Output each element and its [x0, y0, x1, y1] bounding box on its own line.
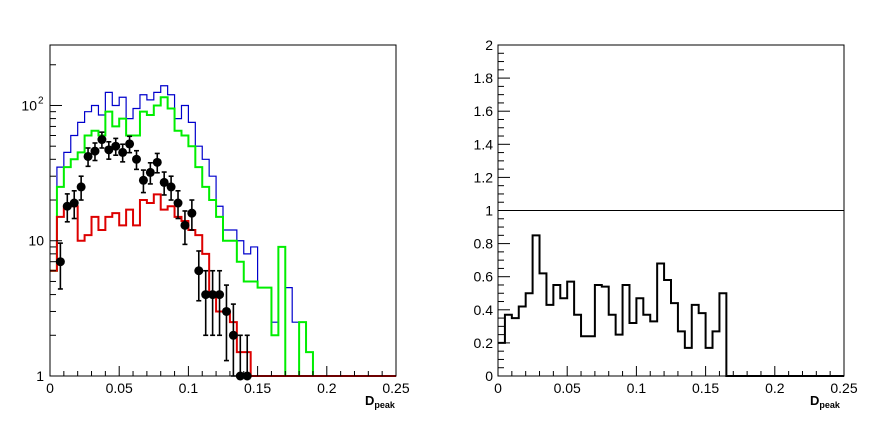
right-y-tick-label: 1.6 [474, 103, 494, 119]
right-y-tick-label: 1.4 [474, 136, 494, 152]
left-x-tick-label: 0.1 [179, 380, 199, 396]
left-x-tick-label: 0.05 [106, 380, 133, 396]
left-data-point [166, 182, 176, 192]
left-series-green-line [50, 96, 396, 377]
right-y-tick-label: 0.2 [474, 335, 494, 351]
left-data-point [62, 201, 72, 211]
right-x-axis-label-main: D [810, 393, 819, 408]
right-x-axis: 0 0.05 0.1 0.15 0.2 0.25 [494, 366, 858, 396]
left-data-point [208, 290, 218, 300]
right-x-tick-label: 0.1 [627, 380, 647, 396]
left-data-point [55, 257, 65, 267]
left-data-point [180, 220, 190, 230]
left-data-point [194, 266, 204, 276]
left-data-point [111, 141, 121, 151]
left-data-point [215, 290, 225, 300]
left-plot-frame [49, 44, 397, 377]
left-x-axis-label: Dpeak [365, 393, 396, 410]
right-y-tick-label: 1.2 [474, 169, 494, 185]
right-x-tick-label: 0.05 [554, 380, 581, 396]
right-y-tick-label: 1 [485, 203, 493, 219]
right-y-axis: 0 0.2 0.4 0.6 0.8 1 1.2 1.4 1.6 1.8 2 [474, 37, 510, 384]
right-x-axis-label: Dpeak [810, 393, 841, 410]
left-x-axis: 0 0.05 0.1 0.15 0.2 0.25 [46, 366, 410, 396]
right-y-tick-label: 0 [485, 368, 493, 384]
left-data-point [221, 306, 231, 316]
left-y-tick-label: 10 [21, 97, 37, 113]
left-x-tick-label: 0.2 [317, 380, 337, 396]
left-data-point [69, 198, 79, 208]
left-y-tick-label: 10 [28, 233, 44, 249]
right-x-axis-label-sub: peak [819, 400, 841, 410]
right-x-tick-label: 0.25 [830, 380, 857, 396]
left-data-point [83, 151, 93, 161]
left-series-group [50, 85, 396, 381]
right-y-tick-label: 2 [485, 37, 493, 53]
right-y-tick-label: 0.8 [474, 236, 494, 252]
left-x-tick-label: 0.25 [382, 380, 409, 396]
left-data-point [76, 182, 86, 192]
left-data-point [145, 167, 155, 177]
right-ratio-line [498, 234, 844, 377]
right-x-tick-label: 0.15 [692, 380, 719, 396]
right-ratio-panel: 0 0.05 0.1 0.15 0.2 0.25 0 0.2 0.4 0.6 0.8 1 1.2 1.4… [474, 37, 858, 410]
right-y-tick-label: 1.8 [474, 70, 494, 86]
left-x-axis-label-main: D [365, 393, 374, 408]
left-data-point [201, 290, 211, 300]
left-y-tick-label-exponent: 2 [38, 95, 44, 106]
left-y-tick-label: 1 [36, 368, 44, 384]
left-data-point [125, 139, 135, 149]
right-y-tick-label: 0.6 [474, 269, 494, 285]
left-data-point [228, 330, 238, 340]
left-data-point [138, 175, 148, 185]
right-series-group [498, 210, 844, 377]
right-x-tick-label: 0 [494, 380, 502, 396]
left-x-axis-label-sub: peak [374, 400, 396, 410]
left-data-point [104, 145, 114, 155]
right-x-tick-label: 0.2 [765, 380, 785, 396]
left-data-point [97, 135, 107, 145]
left-data-point [152, 157, 162, 167]
left-data-point [118, 147, 128, 157]
right-y-tick-label: 0.4 [474, 302, 494, 318]
left-data-point [159, 177, 169, 187]
left-x-tick-label: 0.15 [244, 380, 271, 396]
left-data-point [173, 198, 183, 208]
left-data-point [187, 208, 197, 218]
left-data-point [132, 154, 141, 164]
left-data-point [90, 146, 100, 156]
left-x-tick-label: 0 [46, 380, 54, 396]
